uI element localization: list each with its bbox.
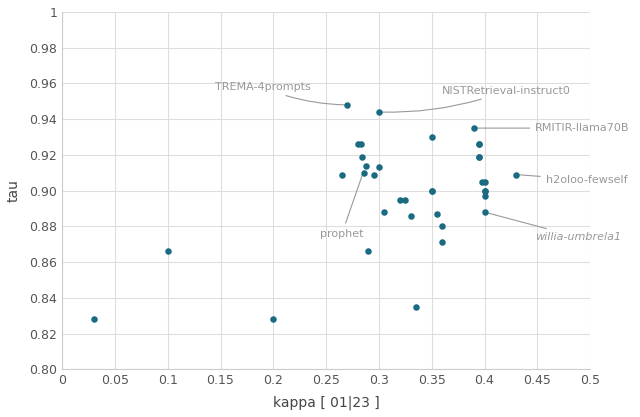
Point <box>437 239 447 246</box>
Point <box>427 134 437 141</box>
Point <box>374 164 384 171</box>
Point <box>89 316 99 323</box>
Text: TREMA-4prompts: TREMA-4prompts <box>214 82 344 105</box>
X-axis label: kappa [ 01|23 ]: kappa [ 01|23 ] <box>273 396 380 410</box>
Point <box>474 153 484 160</box>
Point <box>427 187 437 194</box>
Point <box>400 196 410 203</box>
Text: h2oloo-fewself: h2oloo-fewself <box>519 175 627 185</box>
Point <box>511 171 522 178</box>
Point <box>369 171 379 178</box>
Point <box>353 141 363 148</box>
Y-axis label: tau: tau <box>7 179 21 202</box>
Point <box>342 101 353 108</box>
Point <box>432 211 442 217</box>
Point <box>479 209 490 216</box>
Point <box>379 209 389 216</box>
Point <box>163 248 173 255</box>
Point <box>395 196 405 203</box>
Text: RMITIR-llama70B: RMITIR-llama70B <box>477 123 630 133</box>
Point <box>474 141 484 148</box>
Point <box>359 169 369 176</box>
Point <box>364 248 374 255</box>
Point <box>479 187 490 194</box>
Text: NISTRetrieval-instruct0: NISTRetrieval-instruct0 <box>381 85 571 112</box>
Point <box>406 212 416 219</box>
Text: willia-umbrela1: willia-umbrela1 <box>487 213 621 242</box>
Point <box>427 187 437 194</box>
Point <box>361 162 371 169</box>
Point <box>357 153 367 160</box>
Point <box>479 193 490 199</box>
Text: prophet: prophet <box>320 176 364 239</box>
Point <box>374 109 384 116</box>
Point <box>469 125 479 131</box>
Point <box>474 153 484 160</box>
Point <box>411 304 421 310</box>
Point <box>356 141 366 148</box>
Point <box>474 141 484 148</box>
Point <box>479 187 490 194</box>
Point <box>477 178 488 185</box>
Point <box>479 178 490 185</box>
Point <box>337 171 347 178</box>
Point <box>437 223 447 230</box>
Point <box>268 316 278 323</box>
